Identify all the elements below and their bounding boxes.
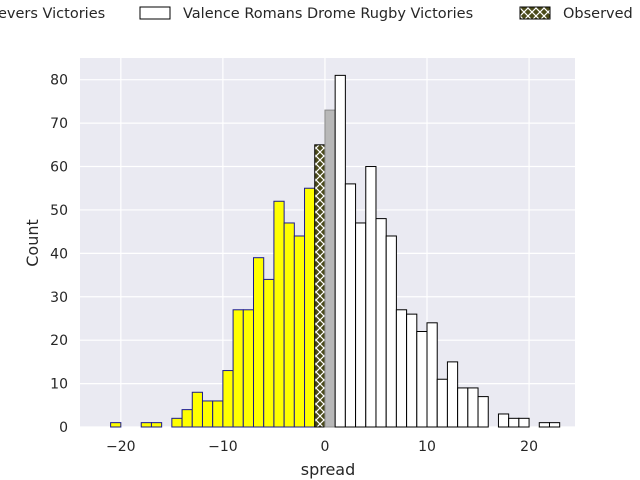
y-tick-label: 10 <box>50 377 68 393</box>
histogram-bar <box>344 183 357 428</box>
histogram-bar <box>324 109 336 428</box>
x-axis-ticks: −20 −10 0 10 20 <box>106 439 538 455</box>
legend-item-home: evers Victories <box>0 6 105 22</box>
y-tick-label: 50 <box>50 203 68 219</box>
histogram-bar <box>201 400 214 428</box>
histogram-bar <box>416 330 428 428</box>
y-tick-label: 30 <box>50 290 68 306</box>
x-tick-label: −20 <box>106 439 136 455</box>
legend-item-away: Valence Romans Drome Rugby Victories <box>139 6 473 22</box>
y-tick-label: 60 <box>50 160 68 176</box>
y-axis-label: Count <box>23 219 42 267</box>
histogram-bar <box>395 309 408 428</box>
legend-swatch-away <box>139 6 171 20</box>
legend: evers Victories Valence Romans Drome Rug… <box>0 6 633 22</box>
histogram-bar <box>273 200 285 428</box>
histogram-bar <box>375 218 387 428</box>
y-tick-label: 0 <box>59 420 68 436</box>
histogram-bar <box>212 400 224 428</box>
histogram-bar <box>355 222 367 428</box>
legend-label-away: Valence Romans Drome Rugby Victories <box>183 6 473 22</box>
histogram-bar <box>436 378 448 428</box>
histogram-bar <box>406 313 418 428</box>
y-tick-label: 20 <box>50 333 68 349</box>
x-tick-label: 20 <box>520 439 538 455</box>
histogram-bar <box>457 387 469 428</box>
histogram-bar <box>222 370 234 428</box>
histogram-bar <box>253 257 265 428</box>
legend-swatch-observed <box>519 6 551 20</box>
histogram-bar <box>497 413 510 428</box>
histogram-bar <box>150 422 163 428</box>
y-axis-ticks: 0 10 20 30 40 50 60 70 80 <box>50 73 68 436</box>
histogram-bar <box>181 409 193 428</box>
legend-label-observed: Observed <box>563 6 633 22</box>
legend-item-observed: Observed <box>519 6 633 22</box>
x-tick-label: −10 <box>208 439 238 455</box>
x-tick-label: 0 <box>320 439 329 455</box>
histogram-bar <box>232 309 244 428</box>
y-tick-label: 80 <box>50 73 68 89</box>
histogram-bar <box>467 387 479 428</box>
histogram-bar <box>263 278 275 428</box>
histogram-bar <box>477 396 489 428</box>
histogram-bar <box>446 361 459 428</box>
x-axis-label: spread <box>301 460 356 479</box>
histogram-bar <box>548 422 561 428</box>
histogram-bar <box>110 422 122 428</box>
histogram-bar <box>242 309 255 428</box>
y-tick-label: 40 <box>50 246 68 262</box>
y-tick-label: 70 <box>50 116 68 132</box>
histogram-bar <box>518 417 530 428</box>
histogram-bar <box>508 417 520 428</box>
x-tick-label: 10 <box>418 439 436 455</box>
histogram-bar <box>304 187 316 428</box>
histogram-bar <box>365 166 377 428</box>
histogram-bar <box>385 235 397 428</box>
histogram-bar <box>426 322 438 428</box>
histogram-bar <box>140 422 152 428</box>
histogram-bar <box>314 144 326 428</box>
histogram-bar <box>191 391 203 428</box>
histogram-bar <box>171 417 183 428</box>
histogram-bar <box>293 235 306 428</box>
histogram-bar <box>283 222 295 428</box>
bars <box>110 74 561 428</box>
histogram-bar <box>538 422 550 428</box>
histogram-bar <box>334 74 346 428</box>
legend-label-home: evers Victories <box>0 6 105 22</box>
